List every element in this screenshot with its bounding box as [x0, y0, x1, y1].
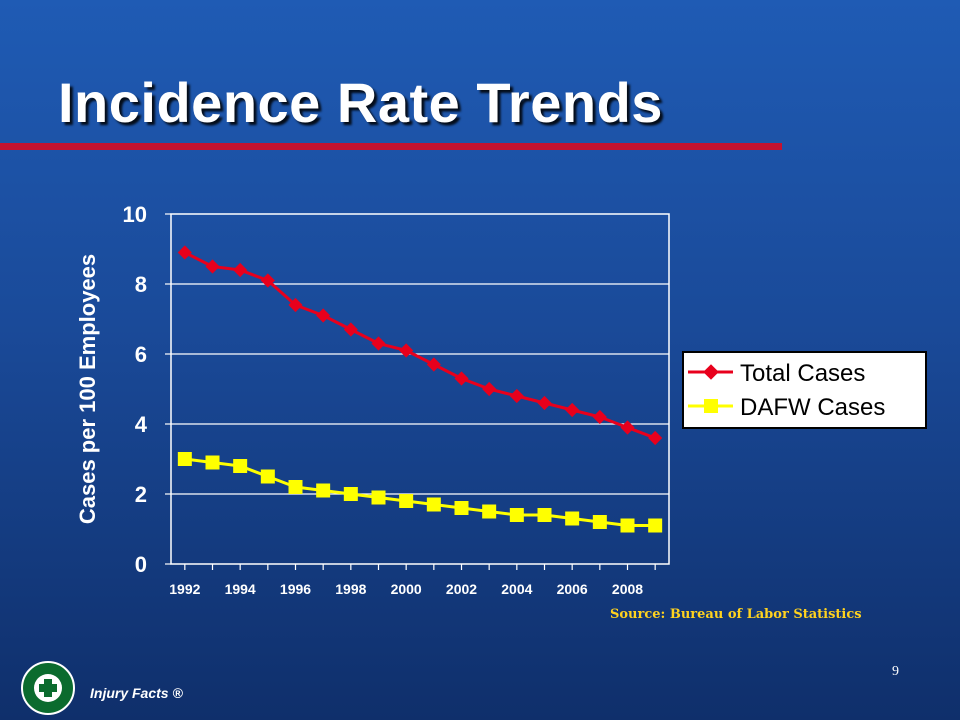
data-point-total-cases — [288, 297, 303, 313]
y-axis-label: Cases per 100 Employees — [75, 254, 100, 524]
legend-dafw-marker — [704, 399, 718, 413]
y-tick-label: 2 — [135, 482, 147, 507]
data-point-dafw-cases — [233, 459, 248, 473]
data-point-total-cases — [316, 308, 331, 323]
data-point-total-cases — [537, 395, 552, 411]
data-point-total-cases — [648, 430, 663, 446]
data-point-total-cases — [426, 357, 441, 372]
y-tick-label: 0 — [135, 552, 147, 577]
data-point-total-cases — [343, 322, 358, 337]
data-point-total-cases — [565, 402, 580, 418]
data-point-total-cases — [620, 420, 635, 435]
data-point-dafw-cases — [454, 501, 469, 515]
brand-label: Injury Facts ® — [90, 685, 183, 701]
data-point-dafw-cases — [260, 469, 275, 484]
data-point-total-cases — [509, 388, 524, 404]
plot-area — [170, 213, 670, 565]
source-note: Source: Bureau of Labor Statistics — [610, 607, 862, 622]
chart-legend: Total Cases DAFW Cases — [682, 351, 927, 429]
y-tick-label: 4 — [135, 412, 148, 437]
x-tick-label: 1994 — [225, 581, 256, 597]
data-point-dafw-cases — [371, 490, 386, 505]
data-point-total-cases — [482, 381, 497, 397]
data-point-dafw-cases — [620, 518, 635, 533]
y-tick-label: 10 — [123, 202, 147, 227]
x-tick-label: 1992 — [169, 581, 200, 597]
data-point-dafw-cases — [205, 455, 220, 470]
nsc-logo — [21, 661, 75, 715]
data-point-total-cases — [205, 259, 220, 274]
series-line-total-cases — [184, 251, 656, 440]
legend-box — [682, 351, 927, 429]
x-tick-label: 2000 — [391, 581, 422, 597]
data-point-dafw-cases — [288, 480, 303, 494]
x-tick-label: 2002 — [446, 581, 477, 597]
data-point-total-cases — [177, 245, 192, 260]
data-point-dafw-cases — [592, 515, 607, 529]
page-number: 9 — [892, 664, 899, 679]
x-tick-label: 2006 — [557, 581, 588, 597]
data-series — [177, 245, 663, 533]
data-point-dafw-cases — [565, 511, 580, 526]
data-point-total-cases — [454, 371, 469, 386]
x-tick-label: 2008 — [612, 581, 643, 597]
x-tick-label: 1998 — [335, 581, 366, 597]
gridlines — [171, 283, 669, 495]
data-point-dafw-cases — [177, 452, 192, 466]
data-point-total-cases — [260, 273, 275, 288]
x-tick-label: 2004 — [501, 581, 532, 597]
legend-dafw-label: DAFW Cases — [740, 394, 885, 421]
data-point-dafw-cases — [426, 497, 441, 512]
data-point-dafw-cases — [343, 487, 358, 501]
data-point-total-cases — [399, 343, 414, 358]
data-point-total-cases — [592, 409, 607, 425]
y-tick-label: 6 — [135, 342, 147, 367]
x-tick-label: 1996 — [280, 581, 311, 597]
slide-title: Incidence Rate Trends — [58, 71, 663, 134]
title-underline — [0, 143, 782, 150]
data-point-total-cases — [233, 262, 248, 278]
data-point-dafw-cases — [482, 504, 497, 519]
legend-total-label: Total Cases — [740, 360, 865, 387]
data-point-dafw-cases — [316, 483, 331, 498]
data-point-dafw-cases — [509, 508, 524, 522]
data-point-dafw-cases — [399, 494, 414, 508]
axes: 0 2 4 6 8 10 1992 1994 1996 1998 2000 2002 2004 2006 2… — [123, 202, 656, 597]
data-point-dafw-cases — [537, 508, 552, 522]
data-point-total-cases — [371, 336, 386, 351]
y-tick-label: 8 — [135, 272, 147, 297]
series-line-dafw-cases — [184, 457, 656, 527]
data-point-dafw-cases — [648, 518, 663, 533]
